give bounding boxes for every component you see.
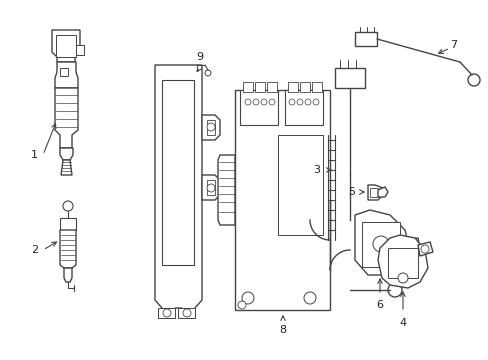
Text: 8: 8 bbox=[279, 325, 286, 335]
Circle shape bbox=[312, 99, 318, 105]
Polygon shape bbox=[404, 238, 419, 252]
Bar bbox=[178, 308, 195, 318]
Bar bbox=[311, 82, 321, 92]
Text: 2: 2 bbox=[31, 245, 38, 255]
Circle shape bbox=[206, 184, 215, 192]
Bar bbox=[206, 120, 215, 135]
Polygon shape bbox=[64, 268, 72, 282]
Circle shape bbox=[420, 245, 428, 253]
Text: 1: 1 bbox=[31, 150, 38, 160]
Bar bbox=[60, 218, 76, 230]
Circle shape bbox=[296, 99, 303, 105]
Bar bbox=[235, 90, 329, 310]
Circle shape bbox=[238, 301, 245, 309]
Text: 9: 9 bbox=[196, 52, 203, 62]
Circle shape bbox=[397, 273, 407, 283]
Polygon shape bbox=[202, 175, 220, 200]
Bar bbox=[299, 82, 309, 92]
Bar bbox=[361, 222, 399, 267]
Circle shape bbox=[305, 99, 310, 105]
Circle shape bbox=[163, 309, 171, 317]
Circle shape bbox=[304, 292, 315, 304]
Circle shape bbox=[268, 99, 274, 105]
Polygon shape bbox=[202, 115, 220, 140]
Circle shape bbox=[242, 292, 253, 304]
Circle shape bbox=[183, 309, 191, 317]
Bar bbox=[266, 82, 276, 92]
Bar bbox=[158, 308, 175, 318]
Text: 3: 3 bbox=[312, 165, 319, 175]
Circle shape bbox=[387, 283, 401, 297]
Circle shape bbox=[63, 201, 73, 211]
Polygon shape bbox=[354, 210, 409, 275]
Bar bbox=[60, 68, 68, 76]
Bar bbox=[287, 82, 297, 92]
Text: 7: 7 bbox=[449, 40, 456, 50]
Circle shape bbox=[204, 70, 210, 76]
Polygon shape bbox=[155, 65, 202, 318]
Bar bbox=[354, 32, 376, 46]
Bar bbox=[56, 35, 76, 57]
Polygon shape bbox=[60, 148, 73, 160]
Bar bbox=[162, 80, 194, 265]
Bar bbox=[254, 82, 264, 92]
Polygon shape bbox=[377, 235, 427, 288]
Bar bbox=[278, 135, 323, 235]
Polygon shape bbox=[417, 242, 432, 256]
Bar bbox=[387, 248, 417, 278]
Circle shape bbox=[261, 99, 266, 105]
Bar bbox=[334, 68, 364, 88]
Polygon shape bbox=[55, 88, 78, 148]
Polygon shape bbox=[52, 30, 80, 62]
Bar bbox=[76, 45, 84, 55]
Text: 5: 5 bbox=[347, 187, 354, 197]
Bar bbox=[243, 82, 252, 92]
Polygon shape bbox=[367, 185, 382, 200]
Text: 4: 4 bbox=[399, 318, 406, 328]
Circle shape bbox=[206, 123, 215, 131]
Bar bbox=[285, 90, 323, 125]
Polygon shape bbox=[55, 62, 78, 88]
Circle shape bbox=[372, 236, 388, 252]
Circle shape bbox=[467, 74, 479, 86]
Bar bbox=[206, 180, 215, 195]
Circle shape bbox=[244, 99, 250, 105]
Polygon shape bbox=[377, 187, 387, 197]
Circle shape bbox=[288, 99, 294, 105]
Polygon shape bbox=[61, 160, 72, 175]
Polygon shape bbox=[218, 155, 235, 225]
Bar bbox=[240, 90, 278, 125]
Polygon shape bbox=[60, 230, 76, 268]
Circle shape bbox=[252, 99, 259, 105]
Bar bbox=[369, 188, 377, 197]
Text: 6: 6 bbox=[376, 300, 383, 310]
